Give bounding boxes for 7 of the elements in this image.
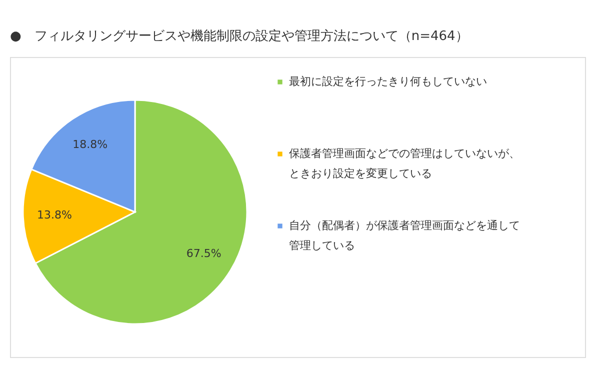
data-label: 67.5% [186, 246, 222, 260]
data-label: 13.8% [36, 208, 72, 222]
chart-title: ● フィルタリングサービスや機能制限の設定や管理方法について（n=464） [10, 28, 468, 44]
legend-label: 最初に設定を行ったきり何もしていない [289, 75, 487, 88]
legend-label: 自分（配偶者）が保護者管理画面などを通して管理している [289, 219, 520, 252]
legend-label: 保護者管理画面などでの管理はしていないが、ときおり設定を変更している [289, 147, 520, 180]
data-label: 18.8% [72, 138, 108, 151]
